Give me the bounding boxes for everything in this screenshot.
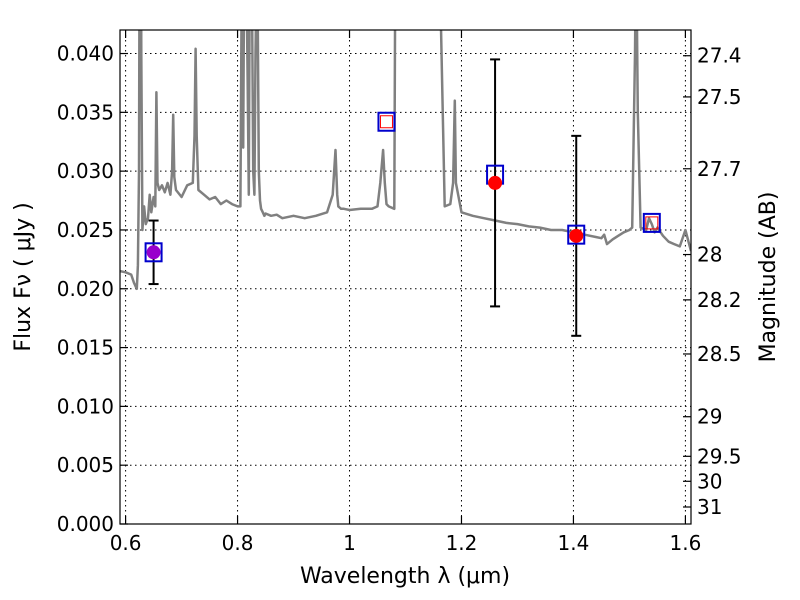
x-tick-label: 1	[343, 531, 356, 555]
model-box	[642, 212, 661, 233]
x-tick-label: 0.6	[110, 531, 142, 555]
y-tick-label: 0.040	[57, 42, 114, 66]
x-tick-label: 0.8	[222, 531, 254, 555]
y-tick-label: 0.000	[57, 512, 114, 536]
mag-tick-label: 28	[697, 243, 722, 267]
x-tick-label: 1.6	[669, 531, 701, 555]
observed-point	[488, 175, 503, 190]
model-box	[144, 242, 163, 263]
y-tick-label: 0.035	[57, 100, 114, 124]
y-tick-label: 0.010	[57, 394, 114, 418]
mag-tick-label: 28.5	[697, 342, 742, 366]
mag-tick-label: 29.5	[697, 444, 742, 468]
inner-red-box	[645, 216, 659, 230]
model-box	[567, 224, 586, 245]
mag-tick-label: 27.4	[697, 44, 742, 68]
mag-tick-label: 31	[697, 495, 722, 519]
mag-tick-label: 30	[697, 469, 722, 493]
y-axis-label: Flux Fν ( μJy )	[11, 202, 36, 351]
x-tick-label: 1.4	[558, 531, 590, 555]
mag-tick-label: 29	[697, 405, 722, 429]
y-tick-label: 0.005	[57, 453, 114, 477]
mag-tick-label: 28.2	[697, 288, 742, 312]
grid	[120, 30, 691, 525]
inner-red-box	[379, 115, 393, 129]
observed-point	[569, 228, 584, 243]
x-axis-label: Wavelength λ (μm)	[300, 564, 510, 589]
axis-ticks: 0.6 0.8 1 1.2 1.4 1.6 0.000 0.005 0.010 0.015 0.02…	[57, 30, 742, 555]
y2-axis-label: Magnitude (AB)	[756, 192, 781, 363]
y-tick-label: 0.015	[57, 336, 114, 360]
plot-frame	[119, 29, 692, 525]
observed-point	[146, 245, 161, 260]
mag-tick-label: 27.5	[697, 85, 742, 109]
model-box	[377, 111, 396, 132]
x-tick-label: 1.2	[446, 531, 478, 555]
y-tick-label: 0.025	[57, 218, 114, 242]
data-points-layer	[144, 58, 661, 337]
mag-tick-label: 27.7	[697, 157, 742, 181]
spectrum-line	[120, 30, 691, 291]
spectrum-layer	[120, 30, 691, 291]
y-tick-label: 0.020	[57, 277, 114, 301]
y-tick-label: 0.030	[57, 159, 114, 183]
